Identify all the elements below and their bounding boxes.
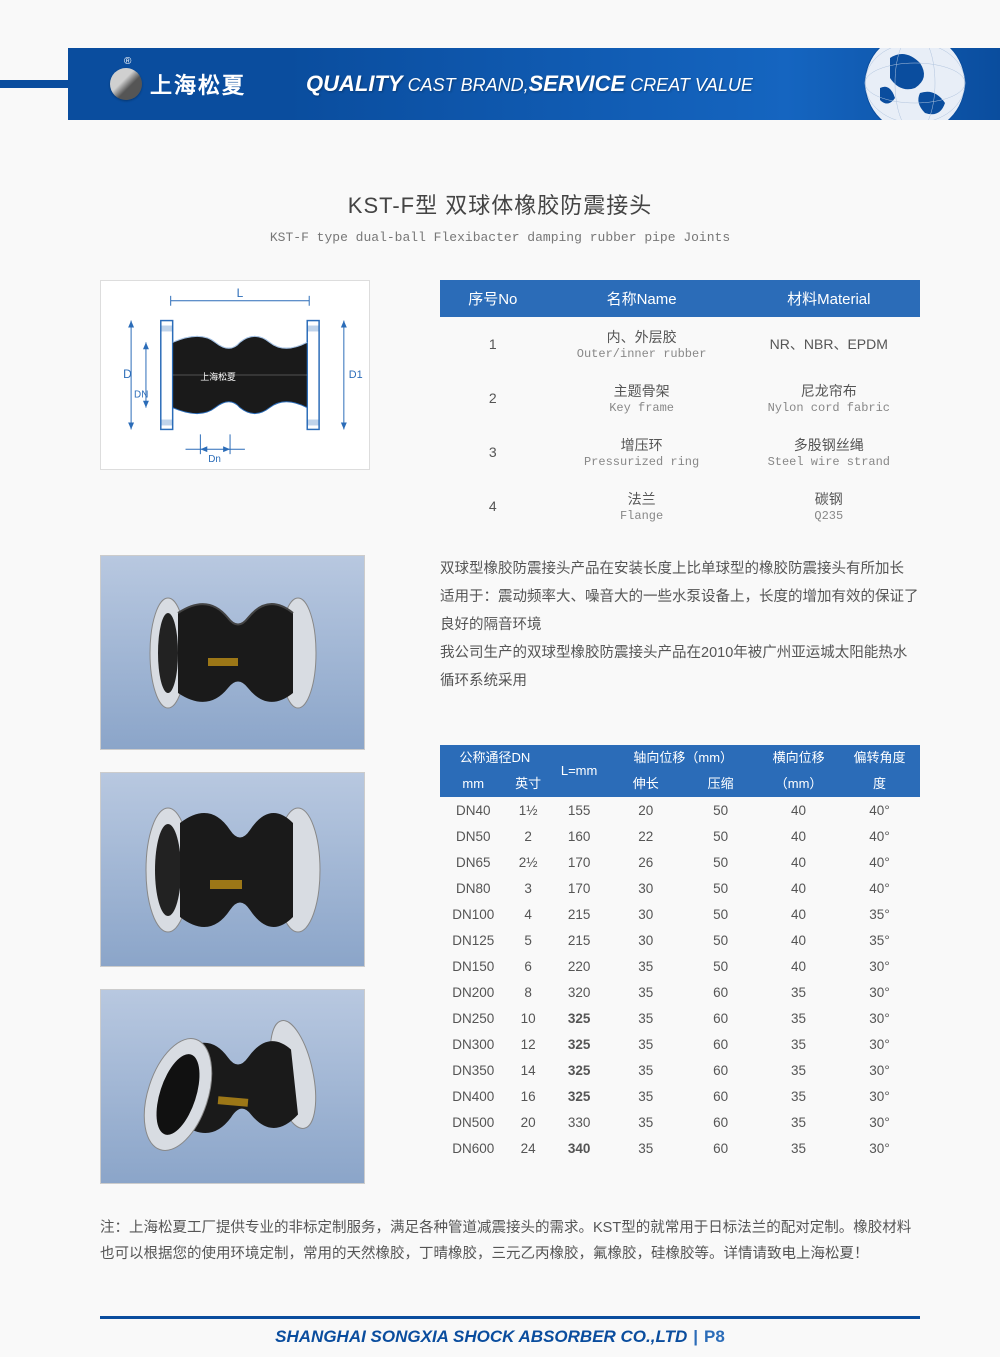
spec-header: 公称通径DN L=mm 轴向位移（mm） 横向位移 偏转角度 mm 英寸 伸长 … (440, 745, 920, 797)
desc-p1: 双球型橡胶防震接头产品在安装长度上比单球型的橡胶防震接头有所加长 (440, 555, 920, 583)
table-row: DN652½17026504040° (440, 849, 920, 875)
title-block: KST-F型 双球体橡胶防震接头 KST-F type dual-ball Fl… (0, 188, 1000, 245)
table-row: DN200832035603530° (440, 979, 920, 1005)
table-row: 1内、外层胶Outer/inner rubberNR、NBR、EPDM (440, 317, 920, 371)
product-photo-3 (100, 989, 365, 1184)
globe-icon (860, 28, 970, 138)
brand-box: ® 上海松夏 (68, 48, 288, 120)
table-row: DN4001632535603530° (440, 1083, 920, 1109)
slogan-text: QUALITY CAST BRAND,SERVICE CREAT VALUE (306, 71, 753, 97)
footer-text: SHANGHAI SONGXIA SHOCK ABSORBER CO.,LTD|… (0, 1327, 1000, 1347)
title-en: KST-F type dual-ball Flexibacter damping… (0, 230, 1000, 245)
table-row: DN5002033035603530° (440, 1109, 920, 1135)
note-block: 注：上海松夏工厂提供专业的非标定制服务，满足各种管道减震接头的需求。KST型的就… (100, 1215, 920, 1267)
svg-text:L: L (237, 286, 244, 300)
spec-table: 公称通径DN L=mm 轴向位移（mm） 横向位移 偏转角度 mm 英寸 伸长 … (440, 745, 920, 1161)
footer-line (100, 1316, 920, 1319)
slogan-box: QUALITY CAST BRAND,SERVICE CREAT VALUE (288, 48, 1000, 120)
technical-diagram: L 上海松夏 D DN D1 Dn (100, 280, 370, 470)
svg-text:上海松夏: 上海松夏 (200, 371, 236, 382)
material-table: 序号No 名称Name 材料Material 1内、外层胶Outer/inner… (440, 280, 920, 533)
brand-name: 上海松夏 (150, 68, 246, 100)
desc-p3: 我公司生产的双球型橡胶防震接头产品在2010年被广州亚运城太阳能热水循环系统采用 (440, 639, 920, 695)
table-row: DN50216022504040° (440, 823, 920, 849)
svg-text:D: D (123, 367, 132, 381)
desc-p2: 适用于：震动频率大、噪音大的一些水泵设备上，长度的增加有效的保证了良好的隔音环境 (440, 583, 920, 639)
table-row: DN3001232535603530° (440, 1031, 920, 1057)
table-row: 2主题骨架Key frame尼龙帘布Nylon cord fabric (440, 371, 920, 425)
header-band: ® 上海松夏 QUALITY CAST BRAND,SERVICE CREAT … (0, 48, 1000, 120)
table-row: DN401½15520504040° (440, 797, 920, 823)
table-row: DN100421530504035° (440, 901, 920, 927)
svg-text:Dn: Dn (208, 454, 221, 465)
table-header: 序号No 名称Name 材料Material (440, 280, 920, 317)
table-row: DN2501032535603530° (440, 1005, 920, 1031)
title-cn: KST-F型 双球体橡胶防震接头 (0, 188, 1000, 220)
description-block: 双球型橡胶防震接头产品在安装长度上比单球型的橡胶防震接头有所加长 适用于：震动频… (440, 555, 920, 695)
svg-text:DN: DN (134, 390, 148, 401)
registered-mark: ® (124, 56, 131, 67)
table-row: DN3501432535603530° (440, 1057, 920, 1083)
table-row: DN150622035504030° (440, 953, 920, 979)
table-row: 4法兰Flange碳钢Q235 (440, 479, 920, 533)
brand-logo-icon (110, 68, 142, 100)
product-photo-1 (100, 555, 365, 750)
product-photo-2 (100, 772, 365, 967)
table-row: DN80317030504040° (440, 875, 920, 901)
svg-text:D1: D1 (349, 369, 363, 381)
product-photos (100, 555, 365, 1206)
table-row: 3增压环Pressurized ring多股钢丝绳Steel wire stra… (440, 425, 920, 479)
table-row: DN6002434035603530° (440, 1135, 920, 1161)
table-row: DN125521530504035° (440, 927, 920, 953)
